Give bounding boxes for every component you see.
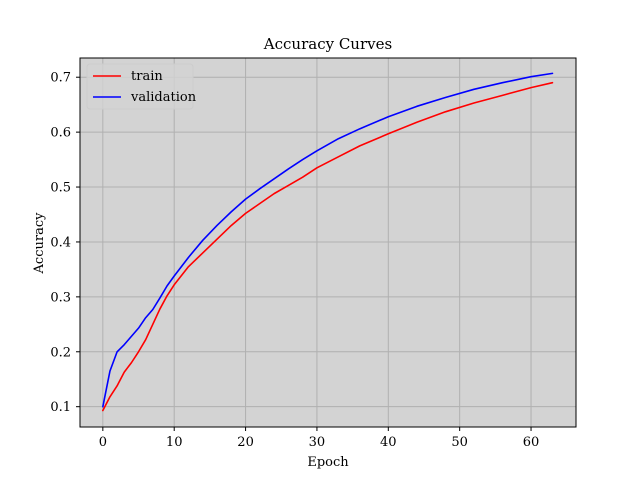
y-tick-label: 0.7: [50, 71, 71, 86]
x-tick-label: 0: [99, 435, 107, 450]
x-tick-label: 50: [451, 435, 468, 450]
x-tick-label: 20: [237, 435, 254, 450]
y-tick-label: 0.3: [50, 290, 71, 305]
x-tick-label: 10: [166, 435, 183, 450]
series-line-train: [102, 81, 554, 412]
legend-label-train: train: [131, 69, 163, 84]
grid-layer: [80, 58, 576, 427]
x-axis-ticks: 0 10 20 30 40 50 60: [99, 427, 540, 450]
y-tick-label: 0.1: [50, 400, 71, 415]
legend-label-validation: validation: [130, 90, 197, 105]
series-line-validation: [102, 72, 554, 408]
y-tick-label: 0.4: [50, 235, 71, 250]
plot-area-background: [80, 58, 576, 427]
y-axis-label: Accuracy: [32, 212, 47, 275]
series-layer: [102, 72, 554, 412]
y-tick-label: 0.2: [50, 345, 71, 360]
x-axis-label: Epoch: [307, 455, 349, 470]
axes-frame: [79, 57, 577, 428]
x-tick-label: 30: [309, 435, 326, 450]
x-tick-label: 60: [523, 435, 540, 450]
y-tick-label: 0.5: [50, 181, 71, 196]
chart-title: Accuracy Curves: [263, 35, 392, 53]
x-tick-label: 40: [380, 435, 397, 450]
y-axis-ticks: 0.1 0.2 0.3 0.4 0.5 0.6 0.7: [50, 71, 80, 415]
y-tick-label: 0.6: [50, 126, 71, 141]
legend: train validation: [86, 63, 197, 110]
